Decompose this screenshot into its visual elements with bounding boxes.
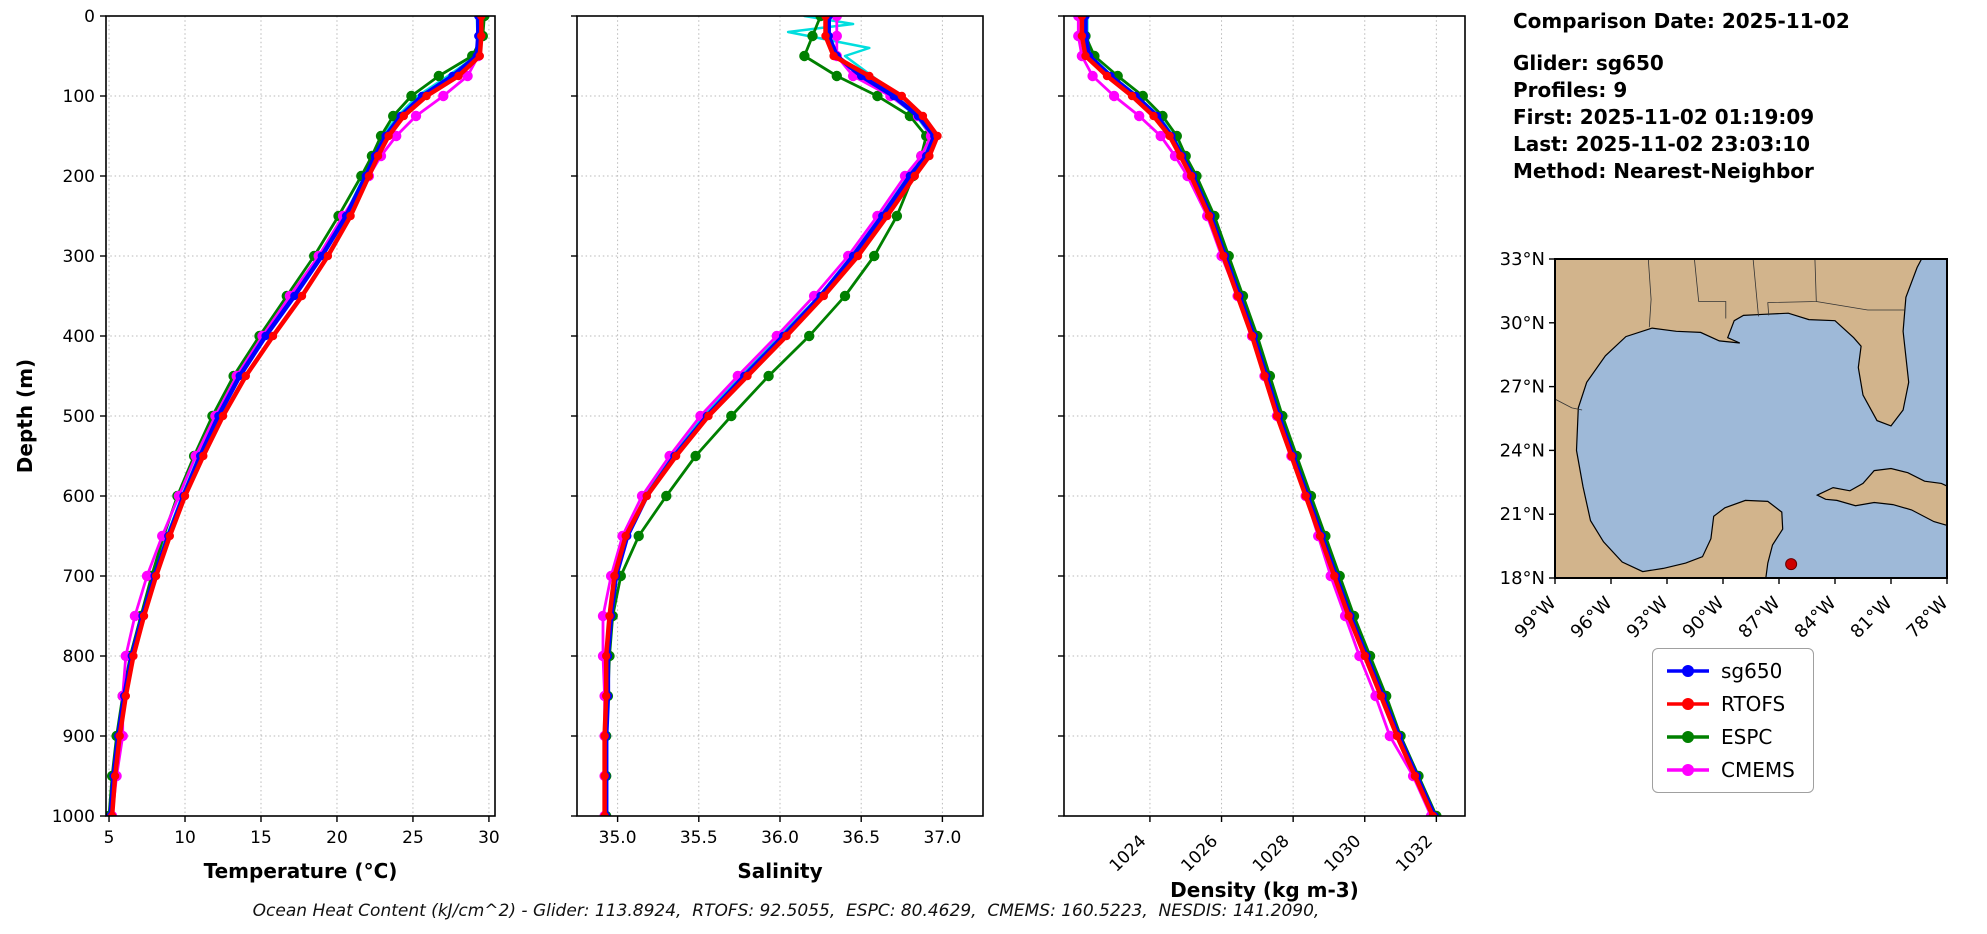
temperature-profile-chart: 5 10 15 20 25 3001002003004005006007008009001…: [13, 7, 500, 883]
map-lat-label: 30°N: [1500, 313, 1545, 334]
glider-position-marker: [1785, 558, 1798, 571]
legend-item-cmems: CMEMS: [1665, 758, 1795, 782]
info-line: Method: Nearest-Neighbor: [1513, 159, 1814, 183]
y-tick-label: 0: [84, 7, 95, 27]
x-tick-label: 1032: [1392, 831, 1437, 876]
info-line: Comparison Date: 2025-11-02: [1513, 9, 1850, 33]
map-lon-label: 90°W: [1679, 593, 1729, 643]
x-tick-label: 37.0: [923, 828, 961, 848]
x-tick-label: 20: [326, 828, 348, 848]
map-lon-label: 99°W: [1511, 593, 1561, 643]
legend-item-rtofs: RTOFS: [1665, 692, 1795, 716]
salinity-profile-chart: 35.0 35.5 36.0 36.5 37.0 Salinity: [571, 15, 984, 883]
series-glider-individual-profiles: [108, 16, 479, 816]
series-RTOFS: [600, 16, 942, 816]
x-axis-title: Density (kg m-3): [1170, 878, 1359, 902]
x-tick-label: 10: [174, 828, 196, 848]
legend-marker-icon: [1667, 764, 1709, 776]
ohc-caption: Ocean Heat Content (kJ/cm^2) - Glider: 1…: [252, 901, 1320, 921]
map-lon-label: 87°W: [1735, 593, 1785, 643]
map-lat-label: 21°N: [1500, 504, 1545, 525]
legend-label: CMEMS: [1721, 758, 1795, 782]
cuba-island: [1815, 467, 1947, 527]
y-tick-label: 800: [63, 647, 95, 667]
x-tick-label: 1030: [1321, 831, 1366, 876]
gulf-of-mexico-map: 33°N 30°N 27°N 24°N 21°N 18°N 99°W 96°W 93°W 90°W…: [1500, 249, 1953, 643]
x-axis-title: Salinity: [737, 859, 822, 883]
x-tick-label: 5: [104, 828, 115, 848]
map-lon-label: 96°W: [1567, 593, 1617, 643]
y-tick-label: 700: [63, 567, 95, 587]
y-tick-label: 400: [63, 327, 95, 347]
legend-label: RTOFS: [1721, 692, 1786, 716]
y-tick-label: 500: [63, 407, 95, 427]
series-RTOFS: [107, 16, 486, 816]
info-line: Glider: sg650: [1513, 51, 1664, 75]
x-tick-label: 25: [402, 828, 424, 848]
map-lat-label: 33°N: [1500, 249, 1545, 270]
political-border-line: [1752, 259, 1759, 317]
x-tick-label: 36.0: [761, 828, 799, 848]
density-profile-chart: 1024 1026 1028 1030 1032 Density (kg m-3): [1058, 15, 1466, 902]
x-tick-label: 15: [250, 828, 272, 848]
x-tick-label: 35.0: [599, 828, 637, 848]
y-tick-label: 300: [63, 247, 95, 267]
series-sg650: [1081, 16, 1439, 816]
x-tick-label: 30: [478, 828, 500, 848]
legend: sg650 RTOFS ESPC CMEMS: [1652, 648, 1814, 793]
y-tick-label: 100: [63, 87, 95, 107]
map-lat-label: 24°N: [1500, 440, 1545, 461]
y-axis-title: Depth (m): [13, 359, 37, 473]
mainland-landmass: [1555, 259, 1923, 578]
x-tick-label: 35.5: [680, 828, 718, 848]
info-panel: Comparison Date: 2025-11-02 Glider: sg650…: [1513, 8, 1850, 185]
legend-label: sg650: [1721, 659, 1783, 683]
info-line: Last: 2025-11-02 23:03:10: [1513, 132, 1811, 156]
series-RTOFS: [1077, 16, 1437, 816]
political-border-line: [1647, 259, 1652, 328]
legend-marker-icon: [1667, 731, 1709, 743]
political-border-line: [1767, 259, 1817, 316]
map-lon-label: 81°W: [1847, 593, 1897, 643]
x-tick-label: 1028: [1249, 831, 1294, 876]
y-tick-label: 1000: [52, 807, 95, 827]
legend-item-sg650: sg650: [1665, 659, 1795, 683]
legend-marker-icon: [1667, 698, 1709, 710]
political-border-line: [1693, 259, 1727, 319]
y-tick-label: 600: [63, 487, 95, 507]
legend-label: ESPC: [1721, 725, 1773, 749]
map-lat-label: 18°N: [1500, 568, 1545, 589]
map-lon-label: 78°W: [1903, 593, 1953, 643]
info-line: First: 2025-11-02 01:19:09: [1513, 105, 1815, 129]
political-border-line: [1816, 301, 1905, 311]
map-lat-label: 27°N: [1500, 377, 1545, 398]
x-tick-label: 1026: [1177, 831, 1222, 876]
x-axis-title: Temperature (°C): [204, 859, 398, 883]
x-tick-label: 36.5: [842, 828, 880, 848]
y-tick-label: 200: [63, 167, 95, 187]
info-spacer: [1513, 35, 1850, 50]
map-lon-label: 84°W: [1791, 593, 1841, 643]
info-line: Profiles: 9: [1513, 78, 1628, 102]
x-tick-label: 1024: [1106, 831, 1151, 876]
map-lon-label: 93°W: [1623, 593, 1673, 643]
legend-marker-icon: [1667, 665, 1709, 677]
political-border-line: [1555, 398, 1583, 411]
y-tick-label: 900: [63, 727, 95, 747]
legend-item-espc: ESPC: [1665, 725, 1795, 749]
